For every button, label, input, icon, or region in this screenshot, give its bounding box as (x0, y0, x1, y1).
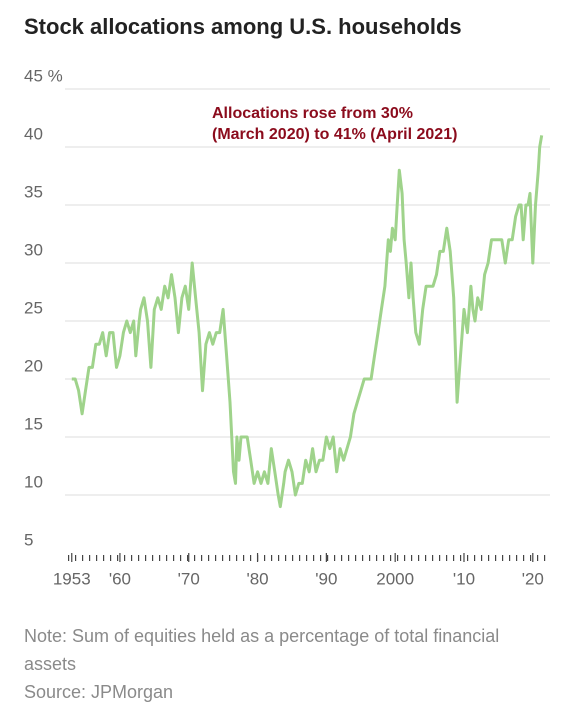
x-tick-label: 1953 (53, 569, 91, 588)
x-tick-label: '90 (315, 569, 337, 588)
data-line (71, 135, 544, 509)
x-tick-label: '10 (453, 569, 475, 588)
y-tick-label: 35 (24, 182, 43, 201)
x-tick-label: '60 (109, 569, 131, 588)
x-tick-label: 2000 (376, 569, 414, 588)
annotation: (March 2020) to 41% (April 2021) (212, 126, 457, 143)
y-tick-label: 30 (24, 240, 43, 259)
y-tick-label: 20 (24, 356, 43, 375)
y-tick-label: 10 (24, 472, 43, 491)
x-tick-label: '80 (246, 569, 268, 588)
y-tick-label: 25 (24, 298, 43, 317)
x-tick-label: '70 (178, 569, 200, 588)
y-tick-label: 5 (24, 530, 33, 549)
footnote: Note: Sum of equities held as a percenta… (24, 622, 554, 706)
annotation: Allocations rose from 30% (212, 105, 413, 122)
chart: '20 '10 2000 '90 '80 '70 '60 1953 45 % 40 35 30 25 20… (24, 14, 550, 588)
y-tick-label: 40 (24, 124, 43, 143)
chart-title: Stock allocations among U.S. households (24, 14, 462, 39)
source: Source: JPMorgan (24, 682, 174, 702)
x-tick-label: '20 (522, 569, 544, 588)
y-tick-label: 15 (24, 414, 43, 433)
note: Note: Sum of equities held as a percenta… (24, 626, 500, 674)
y-tick-label: 45 % (24, 66, 63, 85)
